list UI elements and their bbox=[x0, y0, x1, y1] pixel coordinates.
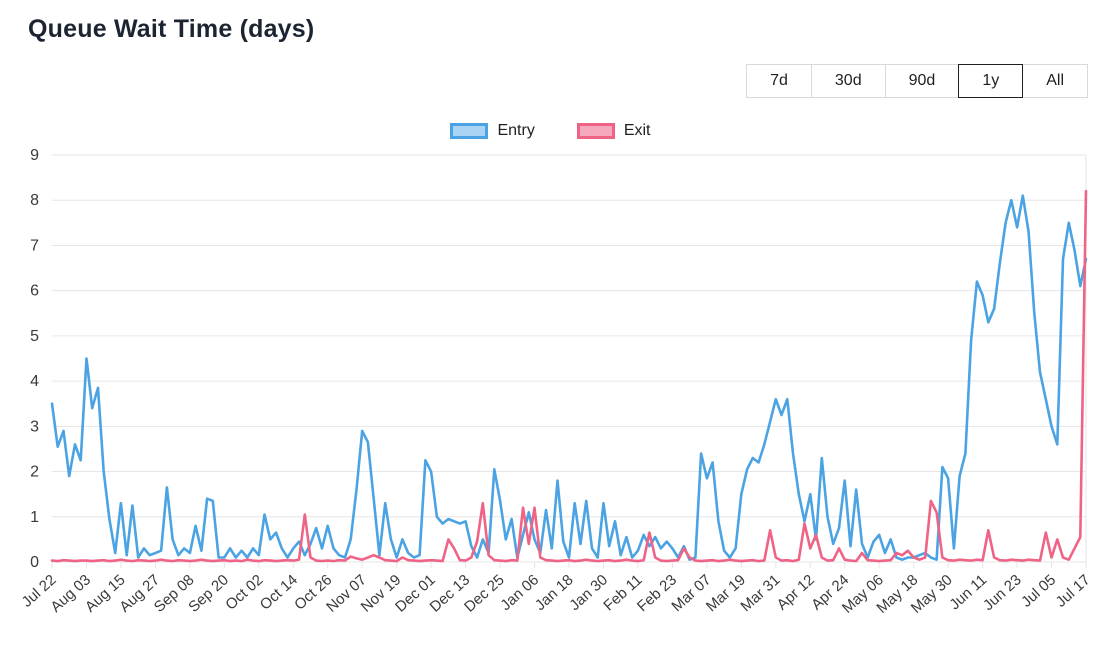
exit-series-swatch-icon bbox=[576, 123, 615, 139]
svg-text:Jul 17: Jul 17 bbox=[1053, 571, 1094, 610]
svg-text:Jan 18: Jan 18 bbox=[532, 571, 577, 614]
svg-text:Apr 12: Apr 12 bbox=[774, 571, 818, 613]
svg-text:Jul 05: Jul 05 bbox=[1018, 571, 1059, 610]
legend-item-entry[interactable]: Entry bbox=[450, 122, 535, 140]
svg-text:Mar 31: Mar 31 bbox=[737, 571, 783, 615]
time-range-selector: 7d 30d 90d 1y All bbox=[746, 64, 1088, 98]
svg-text:Jan 06: Jan 06 bbox=[497, 571, 542, 614]
svg-text:4: 4 bbox=[30, 373, 39, 390]
range-button-all[interactable]: All bbox=[1022, 64, 1088, 98]
svg-text:1: 1 bbox=[30, 509, 39, 526]
svg-text:5: 5 bbox=[30, 328, 39, 345]
range-button-1y[interactable]: 1y bbox=[958, 64, 1024, 98]
svg-text:8: 8 bbox=[30, 192, 39, 209]
legend-label-exit: Exit bbox=[623, 122, 651, 139]
svg-text:Oct 02: Oct 02 bbox=[222, 571, 266, 613]
range-button-90d[interactable]: 90d bbox=[884, 64, 960, 98]
range-button-7d[interactable]: 7d bbox=[746, 64, 812, 98]
svg-text:2: 2 bbox=[30, 464, 39, 481]
svg-text:6: 6 bbox=[30, 283, 39, 300]
svg-text:Sep 20: Sep 20 bbox=[185, 571, 232, 615]
svg-text:Oct 14: Oct 14 bbox=[257, 571, 301, 613]
svg-text:7: 7 bbox=[30, 237, 39, 254]
svg-text:0: 0 bbox=[30, 554, 39, 571]
svg-text:Dec 25: Dec 25 bbox=[461, 571, 508, 615]
svg-text:3: 3 bbox=[30, 418, 39, 435]
svg-text:9: 9 bbox=[30, 147, 39, 164]
chart-legend: Entry Exit bbox=[0, 122, 1101, 140]
legend-item-exit[interactable]: Exit bbox=[576, 122, 651, 140]
entry-series-swatch-icon bbox=[450, 123, 489, 139]
page-title: Queue Wait Time (days) bbox=[28, 15, 315, 43]
svg-text:Jun 23: Jun 23 bbox=[980, 571, 1025, 614]
legend-label-entry: Entry bbox=[497, 122, 535, 139]
